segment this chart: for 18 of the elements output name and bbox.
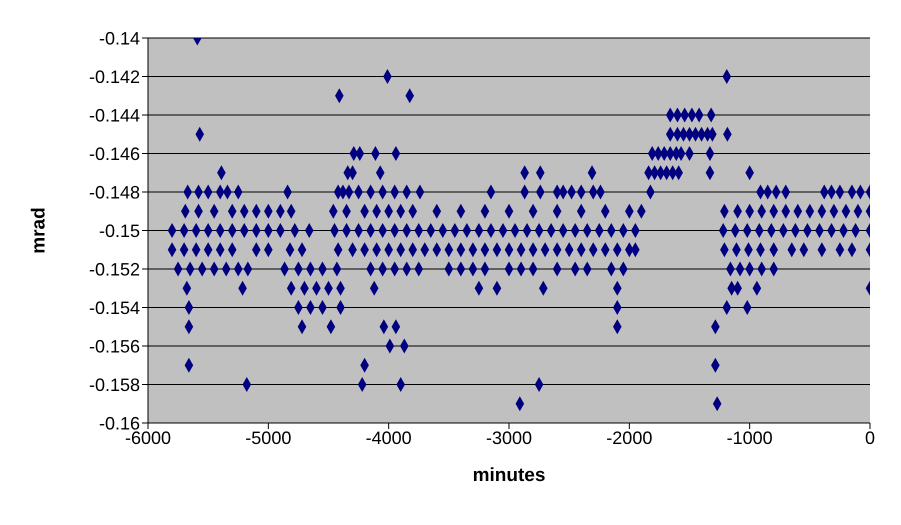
y-tick-label: -0.146 <box>88 144 140 164</box>
x-tick-label: -1000 <box>726 428 773 448</box>
x-tick-label: -2000 <box>606 428 652 448</box>
y-tick-label: -0.154 <box>88 298 140 318</box>
y-tick-label: -0.142 <box>88 66 140 87</box>
x-tick-label: -4000 <box>366 428 412 448</box>
y-tick-label: -0.15 <box>98 220 140 241</box>
y-tick-label: -0.158 <box>88 374 140 395</box>
x-tick-label: 0 <box>864 428 876 448</box>
y-tick-label: -0.144 <box>88 105 140 126</box>
y-tick-label: -0.14 <box>98 28 140 48</box>
y-tick-label: -0.156 <box>88 336 140 356</box>
x-tick-label: -3000 <box>486 428 532 448</box>
x-axis-title: minutes <box>472 465 546 486</box>
y-axis-title: mrad <box>28 207 50 254</box>
y-tick-label: -0.152 <box>88 259 140 280</box>
y-tick-label: -0.148 <box>88 182 140 202</box>
x-tick-label: -5000 <box>245 428 292 448</box>
